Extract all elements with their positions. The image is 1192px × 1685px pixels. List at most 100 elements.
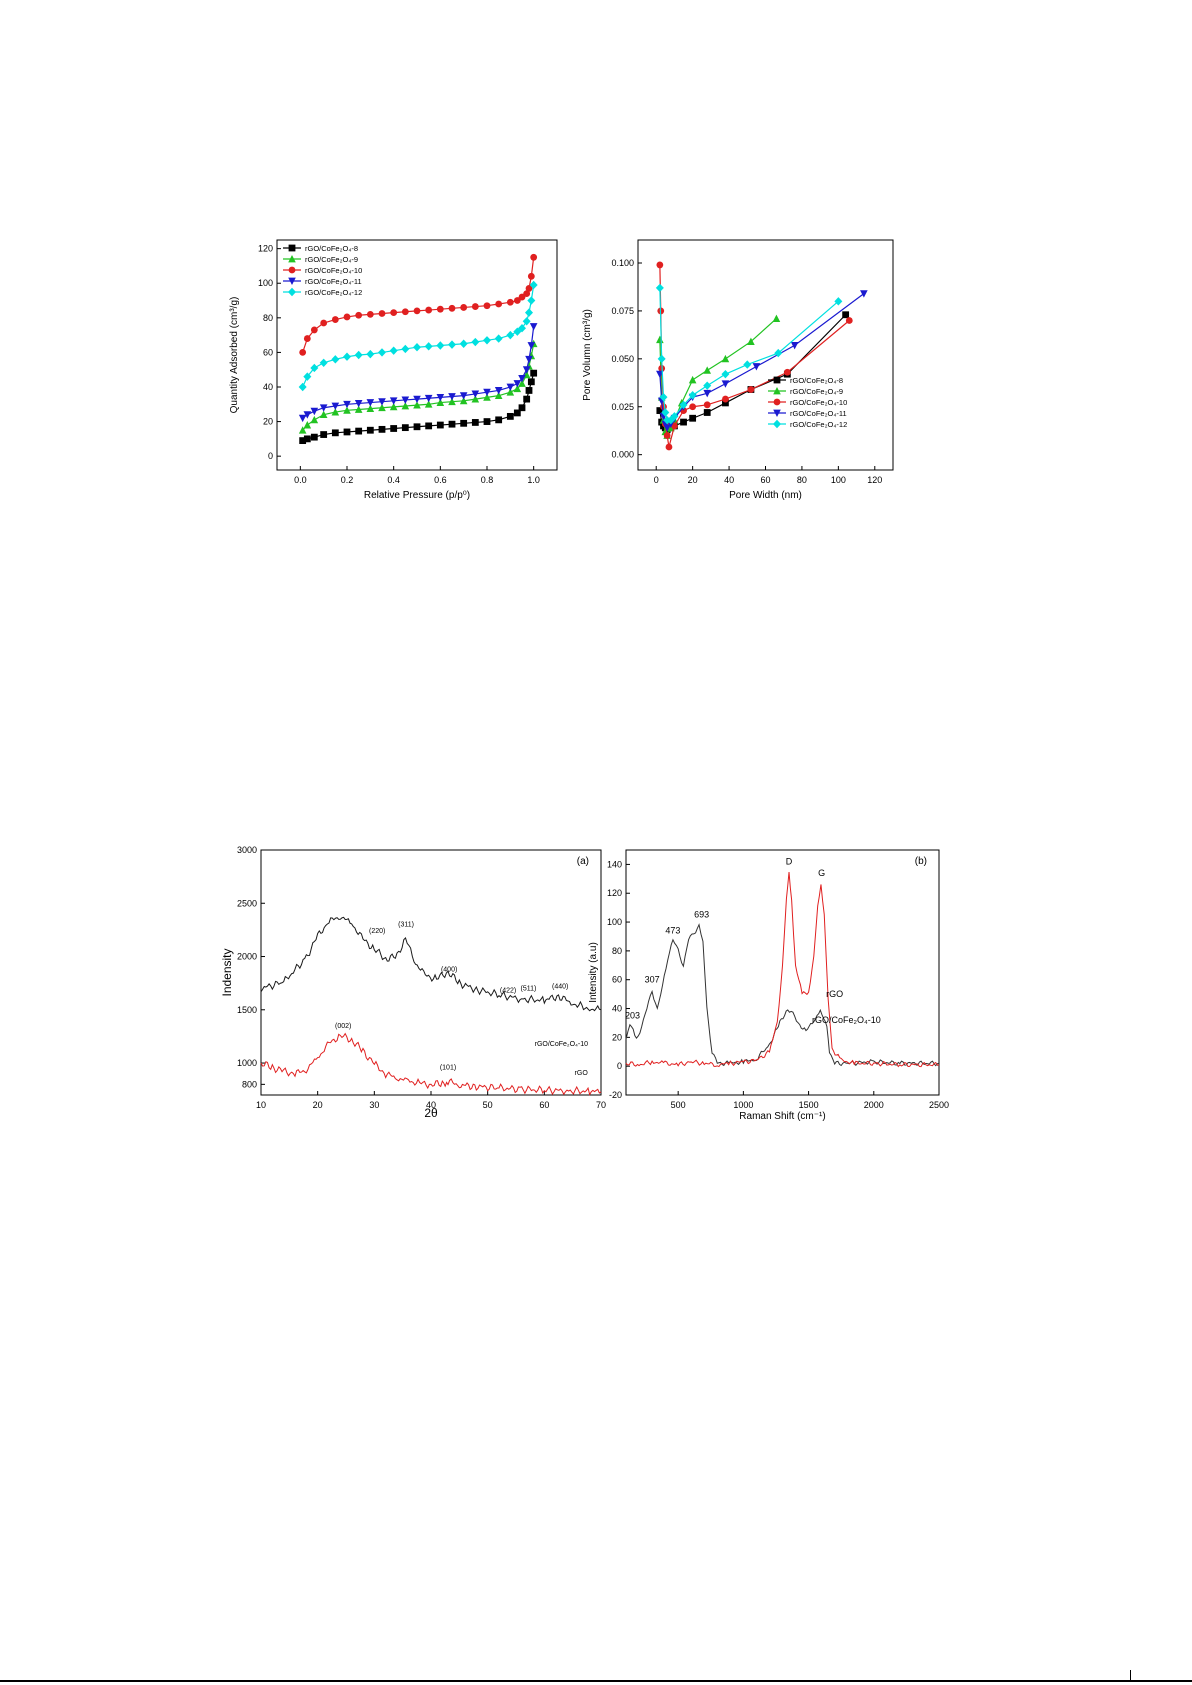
data-point: [663, 432, 671, 439]
data-point: [319, 410, 328, 419]
x-tick-label: 30: [369, 1100, 379, 1110]
annotation-label: 203: [625, 1011, 640, 1021]
y-tick-label: 2000: [237, 952, 257, 962]
y-tick-label: 140: [607, 859, 622, 869]
series-line: [625, 923, 940, 1067]
annotation-label: 693: [694, 910, 709, 920]
data-point: [518, 293, 526, 301]
data-point: [436, 341, 445, 350]
y-tick-label: 2500: [237, 898, 257, 908]
data-point: [303, 435, 311, 443]
y-axis-label: Quantity Adsorbed (cm³/g): [229, 297, 240, 414]
x-tick-label: 20: [313, 1100, 323, 1110]
data-point: [366, 404, 375, 413]
x-tick-label: 10: [256, 1100, 266, 1110]
y-tick-label: 0.075: [611, 306, 634, 316]
x-tick-label: 40: [724, 475, 734, 485]
data-point: [424, 342, 433, 351]
data-point: [494, 391, 503, 400]
data-point: [518, 323, 526, 333]
data-point: [659, 392, 668, 402]
data-point: [494, 334, 503, 343]
x-tick-label: 120: [867, 475, 882, 485]
y-tick-label: 0: [268, 451, 273, 461]
data-point: [389, 346, 398, 355]
data-point: [657, 354, 666, 364]
data-point: [527, 272, 535, 280]
data-point: [331, 316, 339, 323]
x-tick-label: 1000: [733, 1100, 753, 1110]
data-point: [834, 297, 843, 306]
data-point: [401, 402, 410, 410]
legend-marker: [773, 387, 781, 395]
data-point: [413, 401, 421, 409]
data-point: [378, 425, 386, 433]
x-tick-label: 0.6: [434, 475, 447, 485]
data-point: [448, 397, 456, 406]
data-point: [389, 402, 398, 411]
x-tick-label: 40: [426, 1100, 436, 1110]
raman-chart: 500 1000 1500 2000 2500 -20 0 20 40 60 80 100 120 140…: [588, 849, 949, 1122]
data-point: [525, 285, 533, 292]
x-axis-label: 2θ: [424, 1106, 438, 1120]
x-axis-label: Raman Shift (cm⁻¹): [739, 1111, 825, 1122]
data-point: [721, 354, 730, 363]
data-point: [527, 296, 536, 305]
data-point: [530, 369, 538, 377]
y-tick-label: 3000: [237, 845, 257, 855]
y-tick-label: 1500: [237, 1005, 257, 1015]
y-tick-label: 0.025: [611, 402, 634, 412]
data-point: [743, 360, 752, 369]
legend-entry: rGO/CoFe₂O₄-10: [790, 398, 847, 407]
legend-entry: rGO/CoFe₂O₄-12: [305, 288, 362, 297]
data-point: [721, 369, 730, 379]
y-tick-label: 60: [263, 347, 273, 357]
x-tick-label: 1.0: [527, 475, 540, 485]
data-point: [366, 349, 375, 359]
data-point: [722, 399, 729, 407]
data-point: [459, 392, 468, 400]
data-point: [319, 404, 328, 412]
data-point: [354, 350, 363, 360]
data-point: [772, 314, 781, 322]
x-tick-label: 2500: [929, 1100, 949, 1110]
annotation-label: 307: [645, 975, 660, 985]
data-point: [401, 308, 409, 316]
data-point: [320, 431, 328, 438]
data-point: [413, 343, 421, 352]
data-point: [413, 395, 421, 404]
annotation-label: rGO/CoFe₂O₄-10: [535, 1041, 589, 1048]
bet-isotherm-chart: 0.0 0.2 0.4 0.6 0.8 1.0 0 20 40 60 80 100 120 Relativ…: [229, 239, 558, 501]
legend-marker: [288, 244, 296, 252]
data-point: [663, 424, 671, 432]
data-point: [722, 395, 729, 403]
data-point: [413, 423, 421, 431]
plot-frame: [625, 849, 940, 1096]
data-point: [671, 422, 678, 430]
data-point: [413, 307, 421, 315]
data-point: [680, 418, 687, 426]
x-tick-label: 70: [596, 1100, 606, 1110]
data-point: [703, 401, 711, 409]
x-tick-label: 80: [797, 475, 807, 485]
annotation-label: 473: [665, 926, 680, 936]
data-point: [513, 297, 521, 304]
y-tick-label: 0: [617, 1061, 622, 1071]
data-point: [860, 290, 868, 298]
legend-marker: [288, 266, 296, 274]
y-tick-label: 40: [612, 1004, 622, 1014]
data-point: [845, 317, 853, 324]
y-tick-label: 20: [263, 417, 273, 427]
data-point: [506, 388, 515, 396]
data-point: [790, 342, 799, 350]
legend-entry: rGO/CoFe₂O₄-9: [305, 255, 358, 264]
data-point: [310, 407, 319, 416]
data-point: [522, 317, 531, 326]
y-tick-label: 60: [612, 975, 622, 985]
data-point: [303, 372, 312, 381]
data-point: [436, 305, 444, 313]
data-point: [529, 280, 538, 290]
data-point: [752, 363, 761, 371]
data-point: [389, 397, 398, 405]
data-point: [518, 379, 526, 387]
